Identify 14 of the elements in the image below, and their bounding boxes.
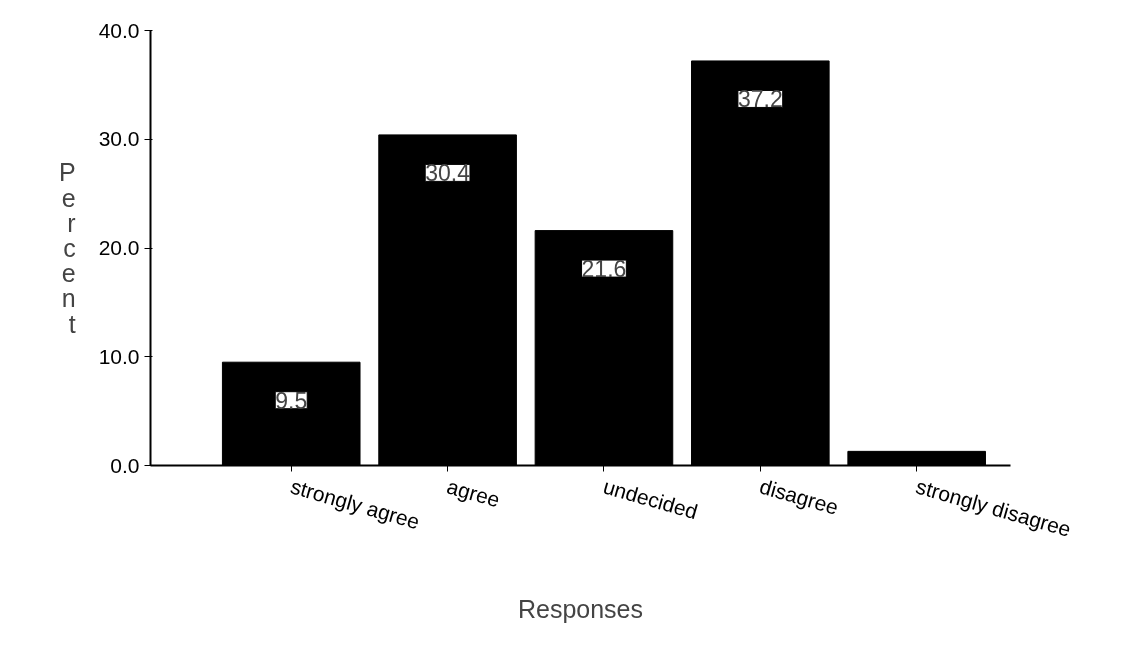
y-tick-label: 30.0 [98,127,140,151]
x-axis-title: Responses [517,594,644,623]
x-tick-label: disagree [757,474,841,519]
y-tick-label: 10.0 [98,344,140,368]
y-tick-label: 0.0 [110,453,140,477]
x-tick-label: strongly disagree [913,474,1074,541]
y-tick-label: 20.0 [98,236,140,259]
x-tick-label: agree [444,474,503,512]
x-tick-label: strongly agree [288,474,423,534]
y-tick-label: 40.0 [98,18,140,42]
data-label: 21.6 [581,256,627,283]
data-label: 37.2 [737,86,783,113]
y-axis-title: Percent [58,158,76,338]
data-label: 9.5 [275,387,308,414]
